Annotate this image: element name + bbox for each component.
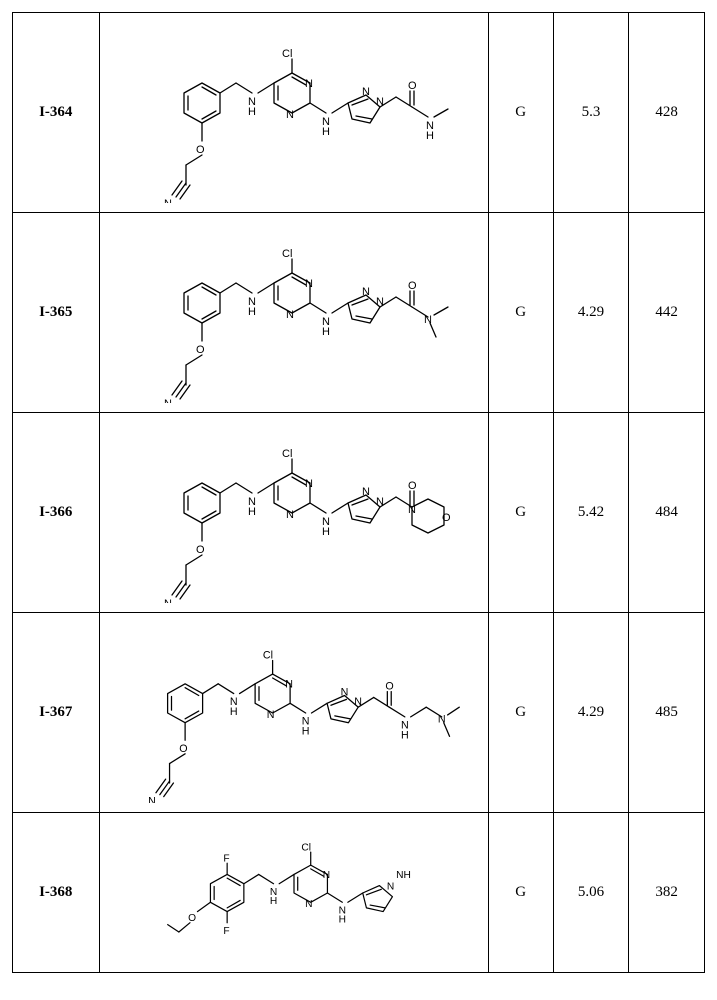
value1-cell: 5.42 bbox=[553, 413, 629, 613]
svg-text:Cl: Cl bbox=[282, 48, 292, 60]
structure-svg: N H N N Cl N H N bbox=[124, 23, 464, 203]
svg-text:Cl: Cl bbox=[282, 448, 292, 460]
svg-text:N: N bbox=[286, 509, 294, 521]
svg-text:O: O bbox=[196, 544, 205, 556]
structure-svg: N H N N Cl N H N N bbox=[124, 423, 464, 603]
grade-cell: G bbox=[488, 613, 553, 813]
svg-text:H: H bbox=[301, 725, 309, 737]
table-row: I-368 F F O bbox=[13, 813, 705, 973]
structure-cell: NH N N Cl NH N N bbox=[99, 613, 488, 813]
value2-cell: 484 bbox=[629, 413, 705, 613]
svg-text:H: H bbox=[269, 896, 276, 907]
svg-text:N: N bbox=[386, 881, 393, 892]
compound-id: I-366 bbox=[13, 413, 100, 613]
compound-id: I-365 bbox=[13, 213, 100, 413]
structure-svg: NH N N Cl NH N N bbox=[124, 223, 464, 403]
svg-text:O: O bbox=[442, 512, 451, 524]
compound-table: I-364 NH N bbox=[12, 12, 705, 973]
svg-text:O: O bbox=[385, 680, 393, 692]
svg-text:H: H bbox=[322, 526, 330, 538]
svg-text:N: N bbox=[164, 398, 172, 403]
svg-text:N: N bbox=[362, 486, 370, 498]
svg-text:N: N bbox=[164, 198, 172, 203]
structure-cell: N H N N Cl N H N bbox=[99, 13, 488, 213]
svg-text:N: N bbox=[376, 496, 384, 508]
svg-text:N: N bbox=[305, 478, 313, 490]
svg-text:N: N bbox=[305, 278, 313, 290]
svg-text:N: N bbox=[164, 598, 172, 603]
value2-cell: 485 bbox=[629, 613, 705, 813]
grade-cell: G bbox=[488, 813, 553, 973]
table-row: I-365 N H N N bbox=[13, 213, 705, 413]
compound-id: I-367 bbox=[13, 613, 100, 813]
svg-text:N: N bbox=[362, 286, 370, 298]
value1-cell: 5.06 bbox=[553, 813, 629, 973]
grade-cell: G bbox=[488, 213, 553, 413]
table-row: I-366 N H N N bbox=[13, 413, 705, 613]
svg-text:O: O bbox=[179, 742, 187, 754]
svg-text:N: N bbox=[376, 296, 384, 308]
table-row: I-364 N H N bbox=[13, 13, 705, 213]
svg-text:H: H bbox=[248, 306, 256, 318]
svg-text:N: N bbox=[148, 795, 156, 803]
grade-cell: G bbox=[488, 413, 553, 613]
compound-id: I-364 bbox=[13, 13, 100, 213]
svg-text:O: O bbox=[408, 480, 417, 492]
svg-text:NH: NH bbox=[396, 870, 411, 881]
value1-cell: 5.3 bbox=[553, 13, 629, 213]
svg-text:N: N bbox=[305, 898, 312, 909]
value2-cell: 428 bbox=[629, 13, 705, 213]
svg-text:O: O bbox=[188, 912, 196, 923]
value1-cell: 4.29 bbox=[553, 213, 629, 413]
svg-text:H: H bbox=[248, 506, 256, 518]
svg-text:H: H bbox=[229, 705, 237, 717]
svg-text:H: H bbox=[322, 326, 330, 338]
svg-text:N: N bbox=[322, 870, 329, 881]
svg-text:N: N bbox=[376, 96, 384, 108]
svg-text:N: N bbox=[305, 78, 313, 90]
svg-text:N: N bbox=[285, 678, 293, 690]
compound-id: I-368 bbox=[13, 813, 100, 973]
svg-text:F: F bbox=[223, 853, 229, 864]
value2-cell: 442 bbox=[629, 213, 705, 413]
svg-text:F: F bbox=[223, 925, 229, 936]
structure-cell: NH N N Cl NH N N bbox=[99, 213, 488, 413]
svg-text:O: O bbox=[196, 344, 205, 356]
table-body: I-364 NH N bbox=[13, 13, 705, 973]
svg-text:N: N bbox=[286, 109, 294, 121]
structure-svg: F F O NH N N bbox=[144, 828, 444, 958]
svg-text:Cl: Cl bbox=[262, 649, 272, 661]
svg-text:N: N bbox=[408, 504, 416, 516]
svg-text:N: N bbox=[340, 686, 348, 698]
svg-text:O: O bbox=[408, 80, 417, 92]
svg-text:N: N bbox=[266, 708, 274, 720]
grade-cell: G bbox=[488, 13, 553, 213]
svg-text:H: H bbox=[426, 130, 434, 142]
structure-cell: N H N N Cl N H N N bbox=[99, 413, 488, 613]
svg-text:O: O bbox=[408, 280, 417, 292]
svg-text:H: H bbox=[401, 729, 409, 741]
svg-text:N: N bbox=[362, 86, 370, 98]
structure-svg: NH N N Cl NH N N bbox=[119, 623, 469, 803]
svg-text:O: O bbox=[196, 144, 205, 156]
value1-cell: 4.29 bbox=[553, 613, 629, 813]
value2-cell: 382 bbox=[629, 813, 705, 973]
table-row: I-367 N H N N bbox=[13, 613, 705, 813]
svg-text:N: N bbox=[286, 309, 294, 321]
structure-cell: F F O NH N N bbox=[99, 813, 488, 973]
svg-text:N: N bbox=[354, 696, 362, 708]
svg-text:H: H bbox=[322, 126, 330, 138]
svg-text:H: H bbox=[338, 914, 345, 925]
svg-text:Cl: Cl bbox=[301, 842, 311, 853]
svg-text:Cl: Cl bbox=[282, 248, 292, 260]
svg-text:H: H bbox=[248, 106, 256, 118]
